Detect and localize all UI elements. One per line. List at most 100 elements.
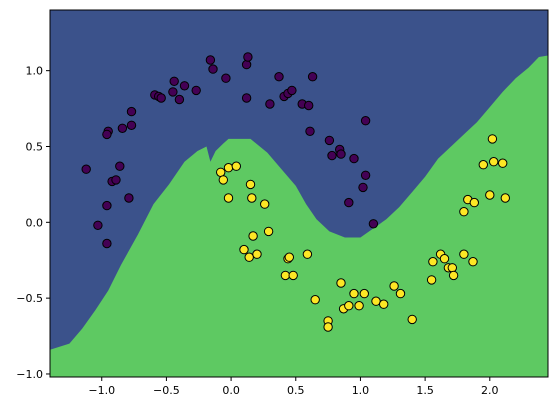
data-point-class-0 xyxy=(304,100,314,111)
data-point-class-1 xyxy=(448,270,459,281)
data-point-class-0 xyxy=(360,116,371,126)
data-point-class-1 xyxy=(478,160,488,170)
data-point-class-1 xyxy=(379,299,389,309)
data-point-class-1 xyxy=(407,314,417,325)
x-tick-label: 1.5 xyxy=(416,384,434,397)
data-point-class-0 xyxy=(102,238,112,249)
data-point-class-1 xyxy=(487,134,498,144)
data-point-class-0 xyxy=(179,81,190,91)
data-point-class-1 xyxy=(349,288,359,299)
data-point-class-0 xyxy=(241,59,252,70)
data-point-class-1 xyxy=(344,301,354,311)
data-point-class-0 xyxy=(126,120,137,131)
data-point-class-1 xyxy=(500,193,510,203)
data-point-class-1 xyxy=(302,249,313,259)
data-point-class-1 xyxy=(247,193,257,203)
data-point-class-1 xyxy=(439,254,450,264)
data-point-class-1 xyxy=(336,278,346,288)
data-point-class-1 xyxy=(223,163,234,173)
data-point-class-1 xyxy=(459,207,469,217)
data-point-class-0 xyxy=(174,94,185,105)
data-point-class-1 xyxy=(485,190,495,200)
data-point-class-1 xyxy=(428,257,438,267)
x-tick-label: 2.0 xyxy=(481,384,499,397)
data-point-class-1 xyxy=(218,175,229,185)
decision-region-class-1 xyxy=(50,55,548,377)
data-point-class-1 xyxy=(354,301,364,311)
data-point-class-0 xyxy=(349,153,359,164)
data-point-class-0 xyxy=(265,99,275,109)
plot-frame xyxy=(49,9,549,378)
data-point-class-0 xyxy=(307,72,318,82)
data-point-class-0 xyxy=(126,106,137,117)
x-tick-label: 1.0 xyxy=(352,384,370,397)
data-point-class-0 xyxy=(274,72,284,82)
x-axis: −1.0 −0.5 0.0 0.5 1.0 1.5 2.0 xyxy=(88,377,499,397)
data-point-class-0 xyxy=(243,52,253,62)
data-point-class-1 xyxy=(489,157,499,167)
data-point-class-1 xyxy=(244,252,254,262)
data-point-class-0 xyxy=(368,219,379,229)
data-point-class-1 xyxy=(323,322,333,332)
data-point-class-0 xyxy=(124,193,134,203)
data-point-class-0 xyxy=(115,161,125,171)
data-point-class-0 xyxy=(324,135,335,146)
y-tick-label: −1.0 xyxy=(16,368,43,381)
data-point-class-1 xyxy=(359,288,369,299)
y-axis: −1.0 −0.5 0.0 0.5 1.0 xyxy=(16,65,50,381)
x-tick-label: 0.5 xyxy=(287,384,305,397)
data-point-class-1 xyxy=(498,158,508,168)
data-point-class-1 xyxy=(260,199,270,209)
data-point-class-1 xyxy=(459,249,469,259)
y-tick-label: 1.0 xyxy=(26,65,44,78)
data-point-class-1 xyxy=(371,296,381,306)
data-point-class-1 xyxy=(231,161,242,171)
data-point-class-0 xyxy=(205,55,216,65)
data-point-class-0 xyxy=(344,197,354,208)
data-point-class-0 xyxy=(81,164,91,174)
x-tick-label: −1.0 xyxy=(88,384,115,397)
data-point-class-0 xyxy=(208,64,218,74)
data-point-class-0 xyxy=(221,73,231,83)
data-point-class-0 xyxy=(102,200,112,211)
data-point-class-1 xyxy=(395,288,406,299)
x-tick-label: 0.0 xyxy=(222,384,240,397)
data-point-class-0 xyxy=(287,85,297,96)
data-point-class-1 xyxy=(468,257,478,267)
data-point-class-0 xyxy=(360,170,371,181)
data-point-class-0 xyxy=(156,93,166,103)
data-point-class-0 xyxy=(305,126,315,137)
data-point-class-0 xyxy=(102,129,112,140)
data-point-class-0 xyxy=(336,149,346,159)
data-point-class-1 xyxy=(248,231,258,241)
data-point-class-0 xyxy=(117,123,128,134)
data-point-class-1 xyxy=(426,275,437,285)
data-point-class-0 xyxy=(241,93,252,103)
data-point-class-0 xyxy=(358,182,368,193)
data-point-class-1 xyxy=(284,252,294,262)
data-point-class-0 xyxy=(168,87,178,97)
data-point-class-0 xyxy=(93,220,103,231)
data-point-class-1 xyxy=(245,179,256,190)
data-point-class-1 xyxy=(223,193,234,203)
data-point-class-0 xyxy=(191,85,201,96)
data-point-class-1 xyxy=(288,270,298,281)
x-tick-label: −0.5 xyxy=(153,384,180,397)
y-tick-label: 0.0 xyxy=(26,216,44,229)
data-point-class-0 xyxy=(169,76,179,87)
data-point-class-1 xyxy=(310,295,320,305)
y-tick-label: −0.5 xyxy=(16,292,43,305)
plot-area xyxy=(50,10,548,377)
y-tick-label: 0.5 xyxy=(26,140,44,153)
data-point-class-1 xyxy=(447,263,457,273)
data-point-class-1 xyxy=(239,244,249,255)
axes-frame xyxy=(49,9,549,378)
data-point-class-0 xyxy=(327,150,337,161)
data-point-class-1 xyxy=(280,270,291,281)
data-point-class-1 xyxy=(252,249,262,259)
data-point-class-1 xyxy=(263,226,274,237)
data-point-class-1 xyxy=(469,197,479,208)
data-point-class-0 xyxy=(111,175,121,185)
data-point-class-1 xyxy=(389,281,399,291)
data-points xyxy=(81,52,510,332)
